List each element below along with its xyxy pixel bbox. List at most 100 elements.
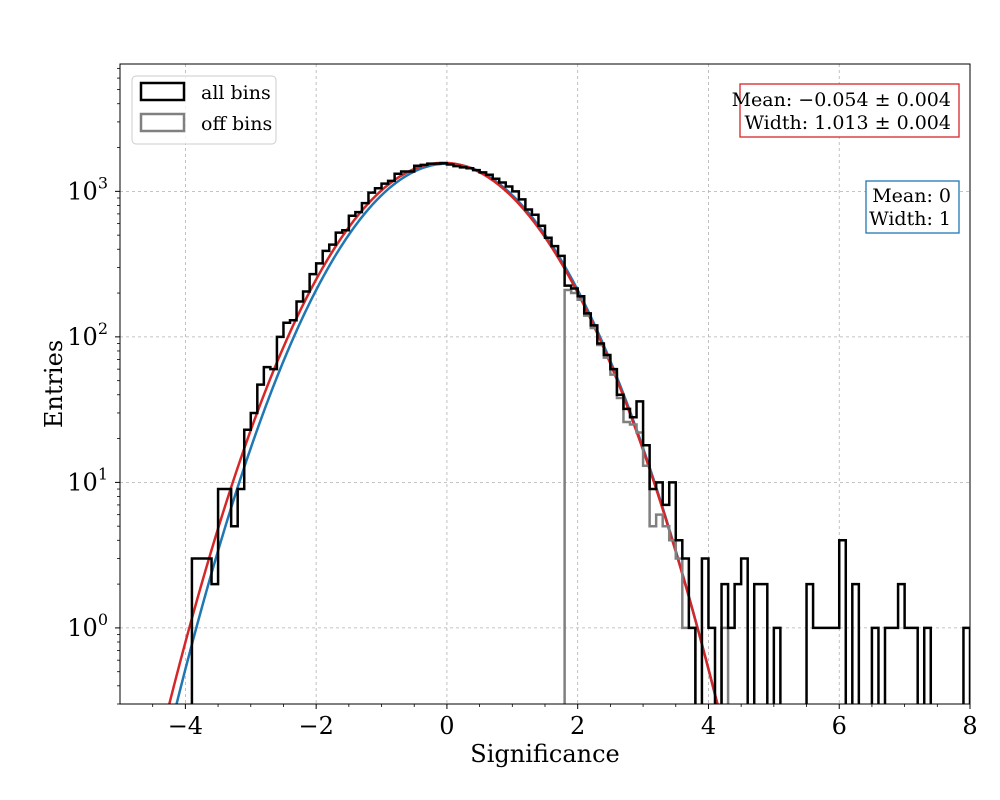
bar xyxy=(257,385,264,704)
bar xyxy=(892,628,899,704)
bar xyxy=(368,193,375,704)
bar xyxy=(584,313,591,704)
bar xyxy=(623,409,630,704)
legend-swatch-off-bins xyxy=(139,112,186,133)
bar xyxy=(198,558,205,704)
fit-stats-width: Width: 1.013 ± 0.004 xyxy=(744,112,951,134)
bar xyxy=(813,628,820,704)
x-tick-label: 4 xyxy=(701,712,716,740)
x-tick-label: −4 xyxy=(168,712,203,740)
bar xyxy=(578,296,585,704)
bar xyxy=(558,256,565,704)
bar xyxy=(604,355,611,704)
reference-stats-box: Mean: 0 Width: 1 xyxy=(865,180,960,234)
x-tick-label: 0 xyxy=(439,712,454,740)
bar xyxy=(212,584,219,704)
bar xyxy=(480,172,487,704)
bar xyxy=(408,171,415,704)
y-tick-label: 102 xyxy=(67,319,108,351)
fit-stats-box: Mean: −0.054 ± 0.004 Width: 1.013 ± 0.00… xyxy=(732,83,960,138)
legend-label-all-bins: all bins xyxy=(201,82,271,104)
bar xyxy=(460,167,467,704)
bar xyxy=(303,291,310,704)
bar xyxy=(571,288,578,704)
y-axis-label: Entries xyxy=(40,340,68,428)
bar xyxy=(591,325,598,704)
bar xyxy=(453,166,460,704)
bar xyxy=(277,337,284,704)
series-all-bins xyxy=(190,161,970,704)
bar xyxy=(329,245,336,704)
bar xyxy=(833,628,840,704)
reference-stats-width: Width: 1 xyxy=(869,208,951,230)
axis-ticks: −4 −2 0 2 4 6 8 100 101 102 103 xyxy=(67,67,978,740)
bar xyxy=(538,226,545,704)
reference-stats-mean: Mean: 0 xyxy=(872,185,951,207)
bar xyxy=(519,199,526,704)
bar xyxy=(264,367,271,704)
bar xyxy=(506,186,513,704)
x-tick-label: 8 xyxy=(962,712,977,740)
x-tick-label: −2 xyxy=(298,712,333,740)
bar xyxy=(676,540,683,704)
bar xyxy=(447,164,454,704)
bar xyxy=(532,215,539,704)
legend-swatch-all-bins xyxy=(139,81,186,102)
y-tick-label: 100 xyxy=(67,610,108,642)
bar xyxy=(342,230,349,704)
bar xyxy=(440,163,447,704)
bar xyxy=(382,184,389,704)
bar xyxy=(597,344,604,704)
fit-stats-frame xyxy=(739,83,960,138)
bar xyxy=(283,323,290,704)
bar xyxy=(637,401,644,704)
bar xyxy=(251,413,258,704)
bar xyxy=(434,164,441,704)
histogram-series xyxy=(190,161,970,704)
bar xyxy=(395,174,402,704)
bar xyxy=(467,168,474,704)
bar xyxy=(231,526,238,704)
bar xyxy=(336,233,343,704)
bar xyxy=(630,417,637,704)
bar xyxy=(323,251,330,704)
bar xyxy=(545,238,552,704)
bar xyxy=(656,482,663,704)
x-axis-label: Significance xyxy=(470,740,619,768)
bar xyxy=(905,628,912,704)
reference-stats-frame xyxy=(865,180,960,234)
bar xyxy=(473,170,480,704)
bar xyxy=(552,246,559,704)
bar xyxy=(610,369,617,704)
bar xyxy=(565,286,572,704)
bar xyxy=(290,320,297,704)
bar xyxy=(375,188,382,704)
bar xyxy=(493,179,500,704)
bar xyxy=(316,263,323,704)
bar xyxy=(270,369,277,704)
x-tick-label: 6 xyxy=(832,712,847,740)
bar xyxy=(650,489,657,704)
fit-stats-mean: Mean: −0.054 ± 0.004 xyxy=(732,89,951,111)
bar xyxy=(421,165,428,704)
bar xyxy=(414,166,421,704)
x-tick-label: 2 xyxy=(570,712,585,740)
bar xyxy=(728,628,735,704)
bar xyxy=(362,203,369,704)
bar xyxy=(512,191,519,704)
bar xyxy=(525,210,532,704)
histogram-outline xyxy=(190,161,970,704)
y-tick-label: 103 xyxy=(67,173,108,205)
bar xyxy=(499,183,506,704)
y-tick-label: 101 xyxy=(67,464,108,496)
bar xyxy=(388,181,395,704)
bar xyxy=(427,164,434,704)
bar xyxy=(297,301,304,704)
bar xyxy=(826,628,833,704)
bar xyxy=(486,175,493,704)
legend-label-off-bins: off bins xyxy=(201,113,272,135)
bar xyxy=(349,216,356,704)
legend: all bins off bins xyxy=(131,75,277,145)
bar xyxy=(617,395,624,704)
